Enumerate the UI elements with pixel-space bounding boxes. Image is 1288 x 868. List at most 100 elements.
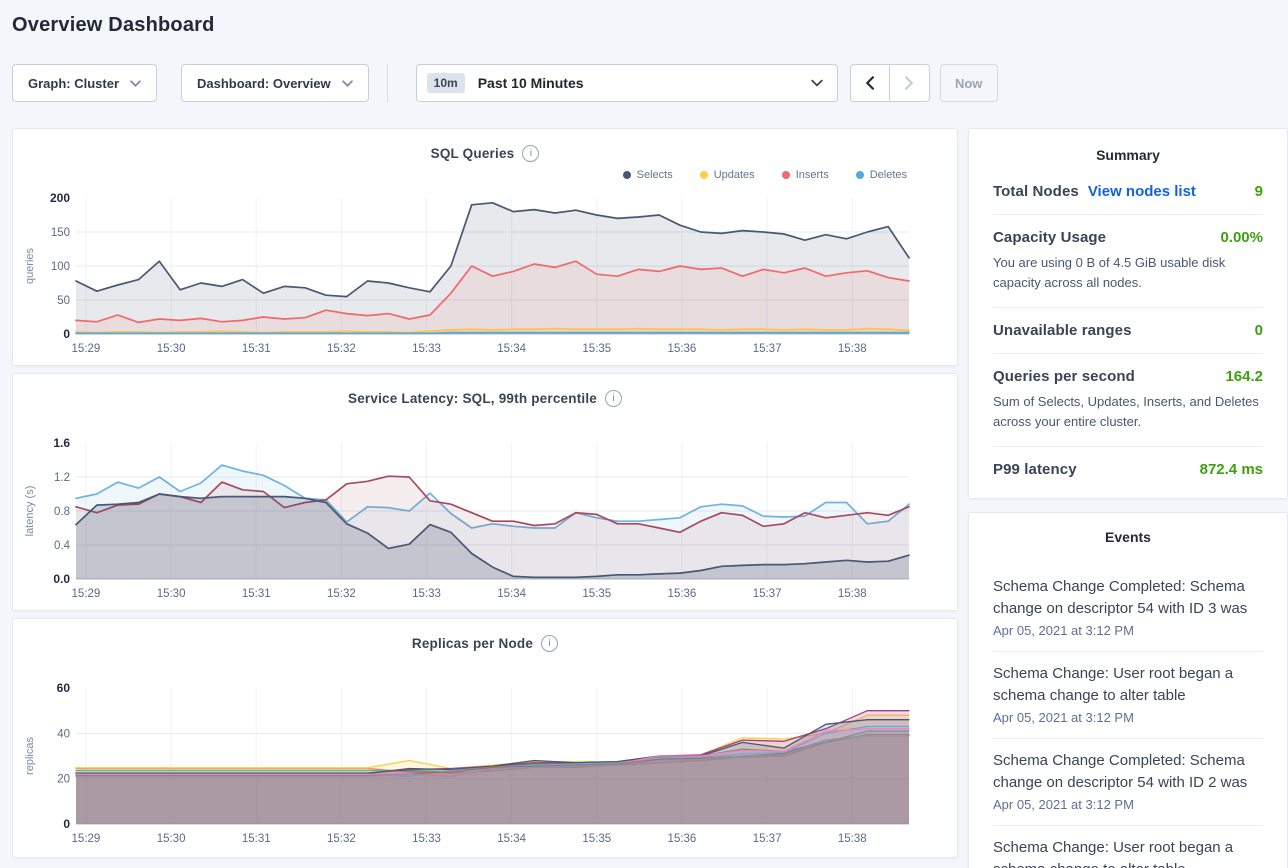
previous-time-button[interactable] — [849, 64, 890, 102]
svg-text:15:31: 15:31 — [242, 588, 271, 600]
svg-text:15:37: 15:37 — [753, 343, 782, 355]
event-timestamp: Apr 05, 2021 at 3:12 PM — [993, 623, 1134, 638]
info-icon[interactable]: i — [541, 634, 559, 652]
svg-text:200: 200 — [50, 191, 70, 205]
svg-text:15:35: 15:35 — [582, 343, 611, 355]
divider — [993, 353, 1263, 354]
event-item[interactable]: Schema Change: User root began a schema … — [993, 826, 1263, 868]
svg-text:15:36: 15:36 — [668, 588, 697, 600]
legend-label: Deletes — [869, 169, 907, 181]
divider — [993, 214, 1263, 215]
chart-title: Replicas per Node — [411, 635, 534, 651]
svg-text:150: 150 — [51, 227, 70, 239]
summary-row-total-nodes: Total Nodes View nodes list 9 — [993, 183, 1263, 200]
summary-label: Queries per second — [993, 368, 1135, 385]
info-icon[interactable]: i — [605, 389, 622, 407]
chevron-left-icon — [865, 76, 875, 90]
chevron-down-icon — [130, 79, 141, 87]
svg-text:60: 60 — [57, 681, 71, 695]
time-range-badge: 10m — [426, 73, 465, 93]
time-range-selector[interactable]: 10m Past 10 Minutes — [415, 64, 838, 102]
svg-text:15:31: 15:31 — [242, 833, 271, 845]
svg-text:15:34: 15:34 — [497, 588, 526, 600]
svg-text:0.8: 0.8 — [54, 506, 70, 518]
summary-row-p99-latency: P99 latency 872.4 ms — [993, 461, 1263, 478]
event-item[interactable]: Schema Change Completed: Schema change o… — [993, 739, 1263, 826]
svg-text:15:30: 15:30 — [157, 588, 186, 600]
summary-row-queries-per-second: Queries per second 164.2 — [993, 368, 1263, 385]
sidebar: Summary Total Nodes View nodes list 9 Ca… — [968, 128, 1288, 868]
chevron-down-icon — [810, 79, 823, 87]
svg-text:15:38: 15:38 — [838, 588, 867, 600]
svg-text:15:34: 15:34 — [497, 343, 526, 355]
summary-label: P99 latency — [993, 461, 1077, 478]
chart-title: Service Latency: SQL, 99th percentile — [348, 390, 597, 406]
legend-label: Selects — [636, 169, 673, 181]
event-text: Schema Change Completed: Schema change o… — [993, 752, 1248, 791]
chart-header: Service Latency: SQL, 99th percentile i — [13, 374, 957, 407]
divider — [993, 307, 1263, 308]
summary-row-unavailable-ranges: Unavailable ranges 0 — [993, 322, 1263, 339]
dashboard-dropdown[interactable]: Dashboard: Overview — [181, 64, 369, 102]
svg-text:latency (s): latency (s) — [24, 486, 36, 537]
event-text: Schema Change Completed: Schema change o… — [993, 578, 1248, 617]
summary-value: 872.4 ms — [1199, 461, 1263, 478]
svg-text:15:29: 15:29 — [72, 588, 101, 600]
svg-text:15:30: 15:30 — [157, 343, 186, 355]
event-timestamp: Apr 05, 2021 at 3:12 PM — [993, 710, 1134, 725]
summary-value: 9 — [1254, 183, 1263, 200]
divider — [993, 446, 1263, 447]
event-item[interactable]: Schema Change Completed: Schema change o… — [993, 565, 1263, 652]
summary-row-capacity-usage: Capacity Usage 0.00% — [993, 229, 1263, 246]
chart-header: Replicas per Node i — [13, 619, 957, 652]
view-nodes-list-link[interactable]: View nodes list — [1087, 183, 1196, 200]
event-item[interactable]: Schema Change: User root began a schema … — [993, 652, 1263, 739]
dashboard-dropdown-label: Dashboard: Overview — [197, 75, 331, 91]
svg-text:15:34: 15:34 — [497, 833, 526, 845]
svg-text:40: 40 — [57, 728, 70, 740]
now-button[interactable]: Now — [939, 64, 998, 102]
chart-legend: Selects Updates Inserts Deletes — [13, 162, 957, 188]
event-timestamp: Apr 05, 2021 at 3:12 PM — [993, 797, 1134, 812]
svg-text:15:37: 15:37 — [753, 833, 782, 845]
legend-dot — [781, 171, 790, 179]
service-latency-chart[interactable]: 15:29 15:30 15:31 15:32 15:33 15:34 15:35 15:36… — [13, 433, 957, 609]
chevron-right-icon — [904, 76, 914, 90]
graph-dropdown[interactable]: Graph: Cluster — [12, 64, 158, 102]
svg-text:0.4: 0.4 — [54, 540, 71, 552]
sql-queries-chart[interactable]: 15:29 15:30 15:31 15:32 15:33 15:34 15:35 15:36… — [13, 188, 957, 364]
replicas-per-node-chart[interactable]: 15:29 15:30 15:31 15:32 15:33 15:34 15:35 15:36… — [13, 678, 957, 854]
info-icon[interactable]: i — [522, 144, 540, 162]
chart-header: SQL Queries i — [13, 129, 957, 162]
summary-value: 0.00% — [1220, 229, 1263, 246]
event-text: Schema Change: User root began a schema … — [993, 839, 1234, 868]
svg-text:15:37: 15:37 — [753, 588, 782, 600]
svg-text:15:38: 15:38 — [838, 833, 867, 845]
legend-item-updates: Updates — [699, 169, 755, 181]
toolbar-divider — [386, 64, 388, 102]
summary-label: Capacity Usage — [993, 229, 1107, 246]
svg-text:15:31: 15:31 — [242, 343, 271, 355]
summary-description: Sum of Selects, Updates, Inserts, and De… — [993, 394, 1259, 429]
svg-text:15:33: 15:33 — [412, 588, 441, 600]
svg-text:1.6: 1.6 — [53, 436, 70, 450]
svg-text:15:35: 15:35 — [582, 833, 611, 845]
service-latency-chart-card: Service Latency: SQL, 99th percentile i … — [12, 373, 958, 611]
svg-text:15:32: 15:32 — [327, 833, 356, 845]
charts-column: SQL Queries i Selects Updates Inserts De… — [12, 128, 958, 865]
svg-text:15:36: 15:36 — [668, 833, 697, 845]
legend-dot — [622, 171, 631, 179]
sql-queries-chart-card: SQL Queries i Selects Updates Inserts De… — [12, 128, 958, 366]
time-range-label: Past 10 Minutes — [477, 75, 584, 91]
svg-text:15:32: 15:32 — [327, 343, 356, 355]
next-time-button[interactable] — [889, 64, 930, 102]
svg-text:15:33: 15:33 — [412, 833, 441, 845]
svg-text:0: 0 — [63, 817, 70, 831]
event-text: Schema Change: User root began a schema … — [993, 665, 1234, 704]
replicas-per-node-chart-card: Replicas per Node i 15:29 15:30 15:31 15:32… — [12, 618, 958, 858]
chart-spacer — [13, 407, 957, 433]
legend-item-deletes: Deletes — [855, 169, 907, 181]
summary-label: Total Nodes — [993, 183, 1079, 200]
svg-text:0.0: 0.0 — [53, 572, 70, 586]
svg-text:queries: queries — [24, 247, 36, 284]
